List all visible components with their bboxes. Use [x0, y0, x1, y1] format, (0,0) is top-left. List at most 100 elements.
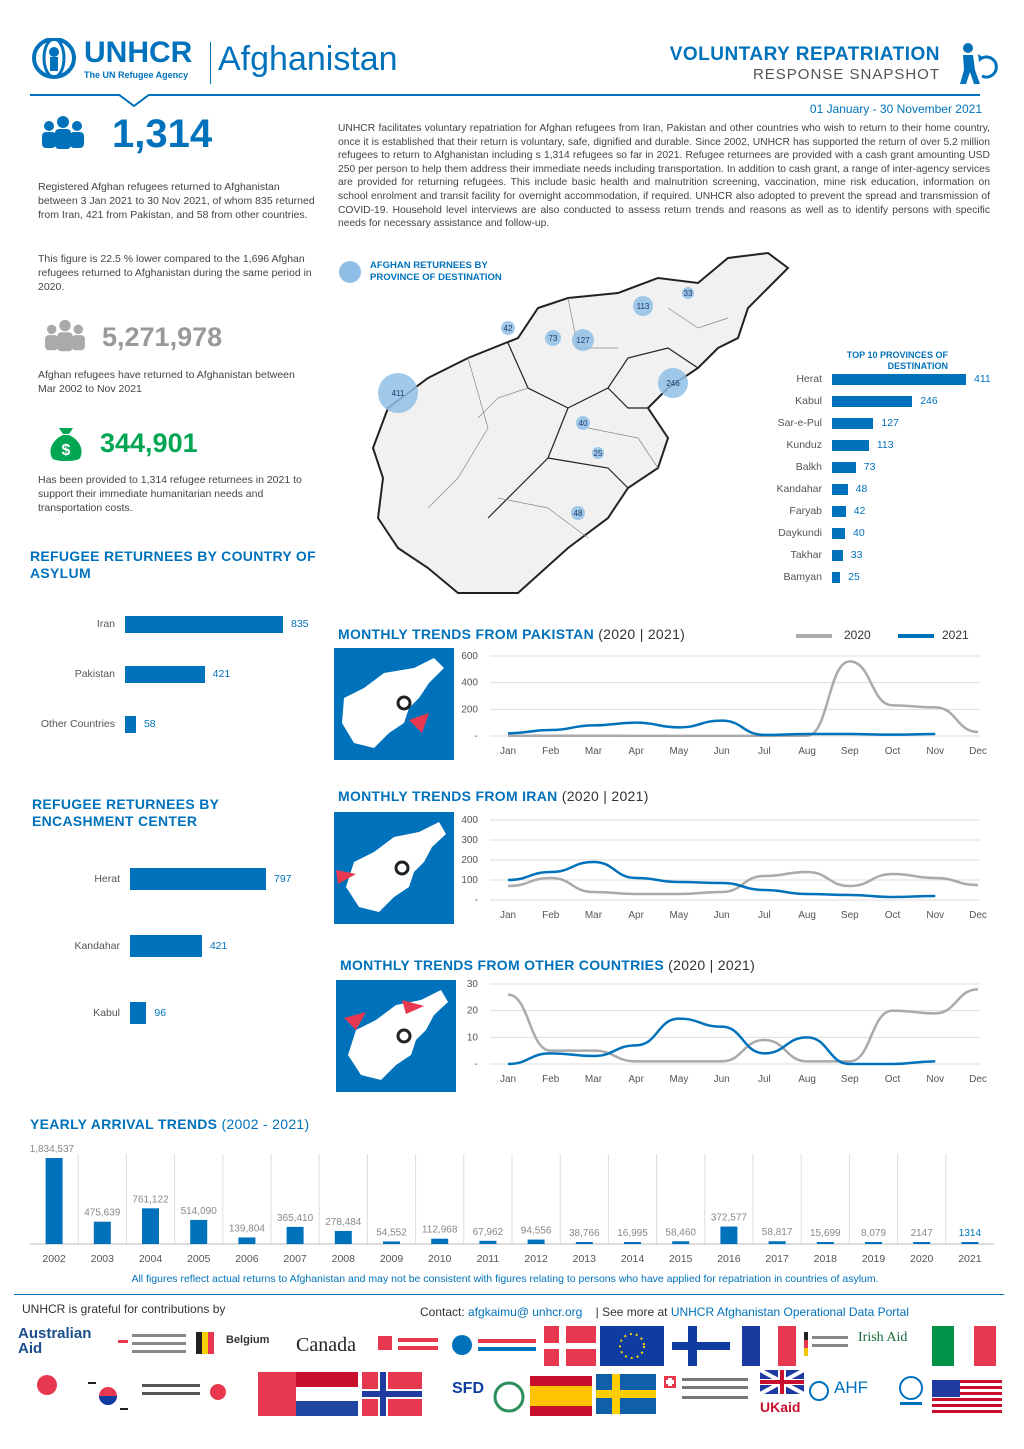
footnote: All figures reflect actual returns to Af…: [131, 1273, 879, 1285]
x-tick-label: Dec: [969, 910, 987, 921]
bar-value: 73: [863, 461, 876, 473]
finland-flag: [672, 1326, 730, 1366]
contact-email-link[interactable]: afgkaimu@ unhcr.org: [468, 1305, 583, 1319]
year-tick-label: 2013: [573, 1253, 597, 1265]
bar: [832, 396, 913, 407]
province-bubble[interactable]: [378, 373, 418, 413]
year-tick-label: 2008: [332, 1253, 356, 1265]
donor-luxembourg-emblem: [142, 1384, 226, 1400]
province-bubble-label: 42: [504, 324, 513, 333]
header: UNHCR The UN Refugee Agency Afghanistan …: [0, 0, 1024, 116]
year-value-label: 1314: [959, 1228, 982, 1239]
unhcr-logo[interactable]: UNHCR The UN Refugee Agency: [28, 36, 208, 82]
italy-flag: [932, 1326, 996, 1366]
y-tick-label: -: [475, 731, 478, 742]
x-tick-label: Jun: [714, 1074, 730, 1085]
series-line-2021: [507, 1017, 936, 1066]
bar: [832, 506, 846, 517]
x-tick-label: Mar: [585, 1074, 603, 1085]
province-bubble[interactable]: [501, 321, 515, 335]
year-bar: [93, 1221, 111, 1244]
year-bar: [865, 1242, 882, 1244]
y-tick-label: 400: [461, 815, 478, 826]
unhcr-wordmark: UNHCR: [84, 36, 193, 69]
year-tick-label: 2015: [669, 1253, 693, 1265]
x-tick-label: May: [669, 746, 688, 757]
year-bar: [45, 1158, 63, 1244]
bar: [125, 666, 205, 683]
x-tick-label: Oct: [885, 910, 901, 921]
portal-link[interactable]: UNHCR Afghanistan Operational Data Porta…: [670, 1305, 909, 1319]
bar-label: Kabul: [795, 395, 822, 407]
donor-australian-aid: Australian Aid: [18, 1326, 110, 1362]
bar-label: Iran: [96, 618, 115, 630]
other-mini-map: [336, 980, 456, 1092]
year-bar: [479, 1240, 497, 1244]
bar-label: Pakistan: [74, 668, 115, 680]
x-tick-label: Feb: [542, 910, 560, 921]
donor-irish-aid-label: Irish Aid: [858, 1330, 908, 1345]
province-bubble[interactable]: [545, 330, 561, 346]
bar-label: Kandahar: [776, 483, 822, 495]
line-legend: 2020 2021: [796, 628, 996, 644]
province-bubble[interactable]: [633, 296, 653, 316]
pakistan-title-text: MONTHLY TRENDS FROM PAKISTAN: [338, 626, 594, 642]
donor-ahf: AHF: [834, 1378, 868, 1397]
bar: [125, 616, 283, 633]
year-bar: [672, 1241, 690, 1244]
intro-paragraph: UNHCR facilitates voluntary repatriation…: [338, 123, 990, 230]
iran-line-chart: 400 300 200 100 - Jan Feb Mar Apr May Jun Jul Aug Sep…: [461, 815, 987, 921]
year-value-label: 761,122: [132, 1194, 169, 1205]
x-tick-label: May: [669, 910, 688, 921]
spain-flag: [530, 1376, 592, 1416]
bar-value: 421: [209, 940, 228, 952]
france-flag: [742, 1326, 796, 1366]
year-value-label: 365,410: [277, 1213, 314, 1224]
donor-ukaid: UKaid: [759, 1368, 808, 1415]
iran-title-years: (2020 | 2021): [561, 788, 649, 804]
donor-blue-emblem: [452, 1335, 536, 1355]
bar: [832, 572, 841, 583]
bar-value: 33: [850, 549, 863, 561]
x-tick-label: Sep: [841, 910, 859, 921]
returnees-value: 1,314: [112, 112, 213, 156]
x-tick-label: Sep: [841, 1074, 859, 1085]
x-tick-label: Apr: [628, 746, 644, 757]
year-value-label: 2147: [911, 1228, 934, 1239]
bar-value: 25: [848, 571, 860, 583]
other-chart-title: MONTHLY TRENDS FROM OTHER COUNTRIES (202…: [340, 957, 755, 974]
year-value-label: 278,484: [325, 1217, 362, 1228]
year-bar: [624, 1242, 641, 1244]
donor-ukaid-label: UKaid: [760, 1399, 801, 1415]
province-bubble[interactable]: [658, 368, 688, 398]
x-tick-label: Apr: [628, 1074, 644, 1085]
province-bubble-label: 33: [684, 289, 693, 298]
belgium-flag-icon: [196, 1332, 214, 1354]
year-bar: [383, 1241, 400, 1244]
donor-australian-aid-label: Australian Aid: [18, 1325, 92, 1357]
bar: [832, 440, 869, 451]
korea-flag: [84, 1376, 132, 1416]
bar-value: 58: [143, 718, 156, 730]
year-bar: [961, 1242, 979, 1244]
returnees-comparison-text: This figure is 22.5 % lower compared to …: [38, 253, 312, 293]
x-tick-label: Feb: [542, 746, 560, 757]
year-tick-label: 2012: [524, 1253, 548, 1265]
x-tick-label: Jun: [714, 746, 730, 757]
yearly-title-text: YEARLY ARRIVAL TRENDS: [30, 1116, 218, 1132]
province-bubble[interactable]: [682, 287, 694, 299]
uk-flag-icon: [759, 1368, 805, 1396]
province-map[interactable]: AFGHAN RETURNEES BY PROVINCE OF DESTINAT…: [338, 248, 988, 598]
province-bubble-label: 40: [579, 419, 588, 428]
province-bubble[interactable]: [592, 447, 604, 459]
bar: [832, 528, 846, 539]
province-bubble[interactable]: [572, 329, 594, 351]
top10-chart: Herat 411 Kabul 246 Sar-e-Pul 127 Kunduz 113 Bal…: [760, 373, 991, 594]
year-tick-label: 2020: [910, 1253, 934, 1265]
year-tick-label: 2011: [477, 1253, 500, 1265]
province-bubble[interactable]: [571, 506, 585, 520]
donor-sfd-label: SFD: [452, 1380, 484, 1397]
eu-flag: [600, 1326, 664, 1366]
year-tick-label: 2017: [765, 1253, 789, 1265]
province-bubble[interactable]: [576, 416, 590, 430]
